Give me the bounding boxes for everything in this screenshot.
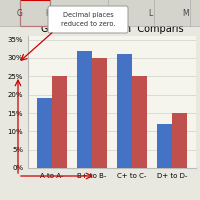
- Text: L: L: [148, 8, 152, 18]
- Bar: [37, 98, 52, 168]
- Bar: [132, 76, 147, 168]
- Text: Decimal places
reduced to zero.: Decimal places reduced to zero.: [61, 12, 115, 27]
- FancyBboxPatch shape: [48, 6, 128, 33]
- Bar: [0, 0, 200, 26]
- Text: I: I: [77, 8, 79, 18]
- Text: H: H: [45, 8, 51, 18]
- Bar: [157, 124, 172, 168]
- Title: Grade Distribution  Comparis: Grade Distribution Comparis: [41, 24, 183, 34]
- Bar: [77, 51, 92, 168]
- Bar: [52, 76, 67, 168]
- Text: M: M: [183, 8, 189, 18]
- Bar: [92, 58, 107, 168]
- Bar: [117, 54, 132, 168]
- Bar: [172, 113, 187, 168]
- Bar: [20, 0, 50, 26]
- Text: G: G: [17, 8, 23, 18]
